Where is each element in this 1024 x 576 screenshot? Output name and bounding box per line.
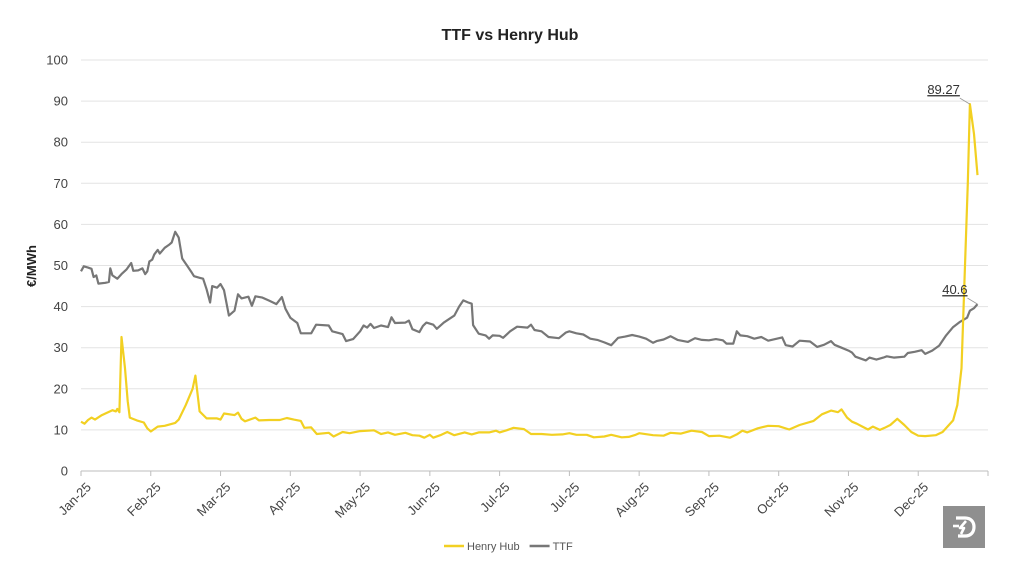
x-tick-label: Jul-25 (477, 479, 513, 515)
y-tick-label: 70 (54, 176, 68, 191)
x-tick-label: Nov-25 (821, 479, 861, 519)
x-tick-label: Feb-25 (124, 479, 164, 519)
logo-mark-icon (953, 516, 976, 538)
data-label-leader (967, 297, 978, 305)
y-tick-label: 20 (54, 381, 68, 396)
x-tick-label: Apr-25 (265, 479, 303, 517)
y-axis-label: €/MWh (24, 245, 39, 287)
brand-logo (943, 506, 985, 548)
series-layer (80, 103, 979, 439)
x-tick-label: Jun-25 (404, 479, 443, 518)
x-tick-label: Jan-25 (55, 479, 94, 518)
data-label: 40.6 (942, 282, 967, 297)
chart-title: TTF vs Henry Hub (442, 27, 579, 44)
series-line-henry-hub (80, 103, 979, 439)
x-tick-label: Oct-25 (754, 479, 792, 517)
y-tick-label: 0 (61, 464, 68, 479)
y-axis: 0 10 20 30 40 50 60 70 80 90 100 (46, 53, 68, 479)
x-tick-label: Jul-25 (547, 479, 583, 515)
x-tick-label: Dec-25 (891, 479, 931, 519)
legend-label: Henry Hub (467, 541, 520, 553)
data-label: 89.27 (927, 82, 960, 97)
y-tick-label: 60 (54, 217, 68, 232)
y-tick-label: 30 (54, 340, 68, 355)
x-tick-label: Sep-25 (682, 479, 722, 519)
legend-label: TTF (553, 541, 573, 553)
grid (81, 59, 988, 431)
y-tick-label: 80 (54, 135, 68, 150)
annotations: 89.27 40.6 (927, 82, 978, 305)
y-tick-label: 10 (54, 422, 68, 437)
x-tick-label: May-25 (332, 479, 373, 520)
y-tick-label: 100 (46, 53, 68, 68)
x-axis: Jan-25 Feb-25 Mar-25 Apr-25 May-25 Jun-25 Jul-… (55, 470, 989, 521)
data-label-leader (959, 97, 971, 105)
x-tick-label: Mar-25 (194, 479, 234, 519)
x-tick-label: Aug-25 (612, 479, 652, 519)
y-tick-label: 40 (54, 299, 68, 314)
series-line-ttf (80, 230, 979, 362)
y-tick-label: 90 (54, 94, 68, 109)
y-tick-label: 50 (54, 258, 68, 273)
legend: Henry Hub TTF (444, 541, 573, 553)
